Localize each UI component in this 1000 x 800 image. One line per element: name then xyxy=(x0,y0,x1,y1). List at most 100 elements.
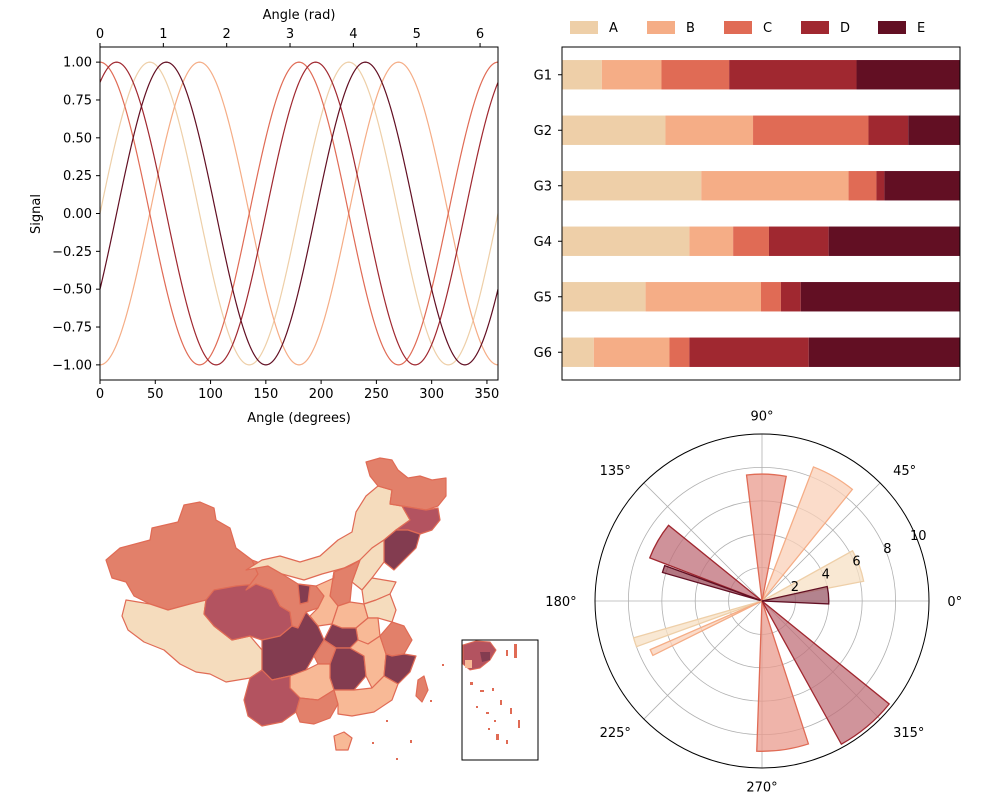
bar-G5-E xyxy=(800,282,960,312)
top-x-tick-label: 5 xyxy=(413,27,421,42)
polar-angle-label: 90° xyxy=(750,410,773,425)
bar-G4-A xyxy=(562,226,690,256)
bar-G1-B xyxy=(601,60,662,90)
y-tick-label: 0.50 xyxy=(63,131,92,146)
polar-angle-label: 0° xyxy=(947,595,962,610)
category-label: G6 xyxy=(534,346,552,361)
legend-swatch-E xyxy=(878,21,906,34)
map-islands xyxy=(372,664,444,760)
bar-G5-D xyxy=(780,282,801,312)
polar-angle-label: 270° xyxy=(746,780,777,795)
legend-label-E: E xyxy=(917,21,925,36)
bar-G1-C xyxy=(661,60,730,90)
polar-angle-label: 45° xyxy=(893,464,916,479)
x-tick-label: 50 xyxy=(147,387,164,402)
category-label: G4 xyxy=(534,235,552,250)
bar-G5-B xyxy=(645,282,761,312)
signal-line-1 xyxy=(99,61,499,366)
map-region-guangdong xyxy=(333,675,399,717)
y-tick-label: −0.25 xyxy=(52,245,92,260)
bar-G6-E xyxy=(808,337,960,367)
bar-G2-E xyxy=(908,115,960,145)
map-region-hebei xyxy=(351,539,385,591)
polar-radius-label: 4 xyxy=(822,567,830,582)
polar-grid-spoke xyxy=(761,482,881,602)
polar-bar-4 xyxy=(661,564,763,602)
legend-label-A: A xyxy=(609,21,618,36)
legend-swatch-C xyxy=(724,21,752,34)
polar-grid-spoke xyxy=(643,482,763,602)
china-choropleth-map xyxy=(105,457,539,761)
signal-line-4 xyxy=(99,61,499,366)
category-label: G1 xyxy=(534,68,552,83)
polar-outer-ring xyxy=(594,433,930,769)
x-tick-label: 350 xyxy=(475,387,500,402)
bar-G1-D xyxy=(729,60,857,90)
bar-group xyxy=(562,60,960,367)
polar-bar-group xyxy=(632,466,891,752)
top-x-tick-label: 1 xyxy=(159,27,167,42)
bar-G1-A xyxy=(562,60,602,90)
bar-G2-C xyxy=(753,115,869,145)
y-tick-label: −0.75 xyxy=(52,321,92,336)
signal-line-0 xyxy=(99,61,499,366)
legend-swatch-B xyxy=(647,21,675,34)
bar-G3-B xyxy=(701,171,849,201)
bar-G5-A xyxy=(562,282,646,312)
legend-swatch-D xyxy=(801,21,829,34)
signal-line-3 xyxy=(99,61,499,366)
polar-bar-3 xyxy=(648,524,763,602)
bar-G4-D xyxy=(768,226,829,256)
bar-G1-E xyxy=(856,60,960,90)
polar-bar-1 xyxy=(761,466,854,602)
category-ticks: G1 G2 G3 G4 G5 G6 xyxy=(534,68,562,361)
polar-radius-label: 6 xyxy=(852,555,860,570)
y-tick-label: 1.00 xyxy=(63,56,92,71)
top-x-tick-label: 0 xyxy=(96,27,104,42)
top-x-tick-label: 6 xyxy=(476,27,484,42)
category-label: G3 xyxy=(534,179,552,194)
polar-bar-0 xyxy=(761,549,865,602)
bar-G4-C xyxy=(733,226,769,256)
top-x-axis-ticks: 0 1 2 3 4 5 6 xyxy=(96,27,484,47)
bar-G4-E xyxy=(828,226,960,256)
polar-angle-label: 315° xyxy=(893,726,924,741)
bar-G6-A xyxy=(562,337,594,367)
map-region-ningxia xyxy=(297,583,311,605)
polar-bar-2 xyxy=(745,473,787,602)
bar-G6-C xyxy=(669,337,690,367)
polar-bar-5 xyxy=(632,600,763,648)
bar-G3-C xyxy=(848,171,877,201)
legend-label-B: B xyxy=(686,21,695,36)
x-tick-label: 300 xyxy=(419,387,444,402)
y-tick-label: 0.75 xyxy=(63,93,92,108)
y-axis-label: Signal xyxy=(29,194,44,234)
map-region-liaoning xyxy=(383,529,421,571)
polar-bar-8 xyxy=(761,600,891,746)
bar-G3-A xyxy=(562,171,702,201)
category-label: G2 xyxy=(534,124,552,139)
x-axis-ticks: 0 50 100 150 200 250 300 350 xyxy=(96,380,499,402)
polar-tick-labels: 0° 45° 90° 135° 180° 225° 270° 315° 2 4 6 8 10 xyxy=(545,410,962,796)
y-tick-label: 0.25 xyxy=(63,169,92,184)
category-label: G5 xyxy=(534,290,552,305)
x-tick-label: 0 xyxy=(96,387,104,402)
polar-bar-9 xyxy=(761,585,830,605)
bar-G2-B xyxy=(665,115,754,145)
polar-radius-label: 10 xyxy=(910,529,927,544)
polar-angle-label: 225° xyxy=(600,726,631,741)
map-region-inner-mongolia xyxy=(245,485,411,581)
polar-radius-label: 8 xyxy=(883,542,891,557)
bar-G3-D xyxy=(876,171,885,201)
polar-grid-spoke xyxy=(643,600,763,720)
polar-bar-chart: 0° 45° 90° 135° 180° 225° 270° 315° 2 4 6 8 10 xyxy=(545,410,962,796)
y-axis-ticks: −1.00 −0.75 −0.50 −0.25 0.00 0.25 0.50 0.75 1.00 xyxy=(52,56,100,373)
map-region-jilin xyxy=(395,505,441,535)
y-tick-label: −1.00 xyxy=(52,358,92,373)
x-tick-label: 100 xyxy=(198,387,223,402)
map-region-heilongjiang xyxy=(365,457,447,511)
polar-bar-7 xyxy=(756,600,810,752)
polar-angle-label: 135° xyxy=(600,464,631,479)
bar-G4-B xyxy=(689,226,734,256)
